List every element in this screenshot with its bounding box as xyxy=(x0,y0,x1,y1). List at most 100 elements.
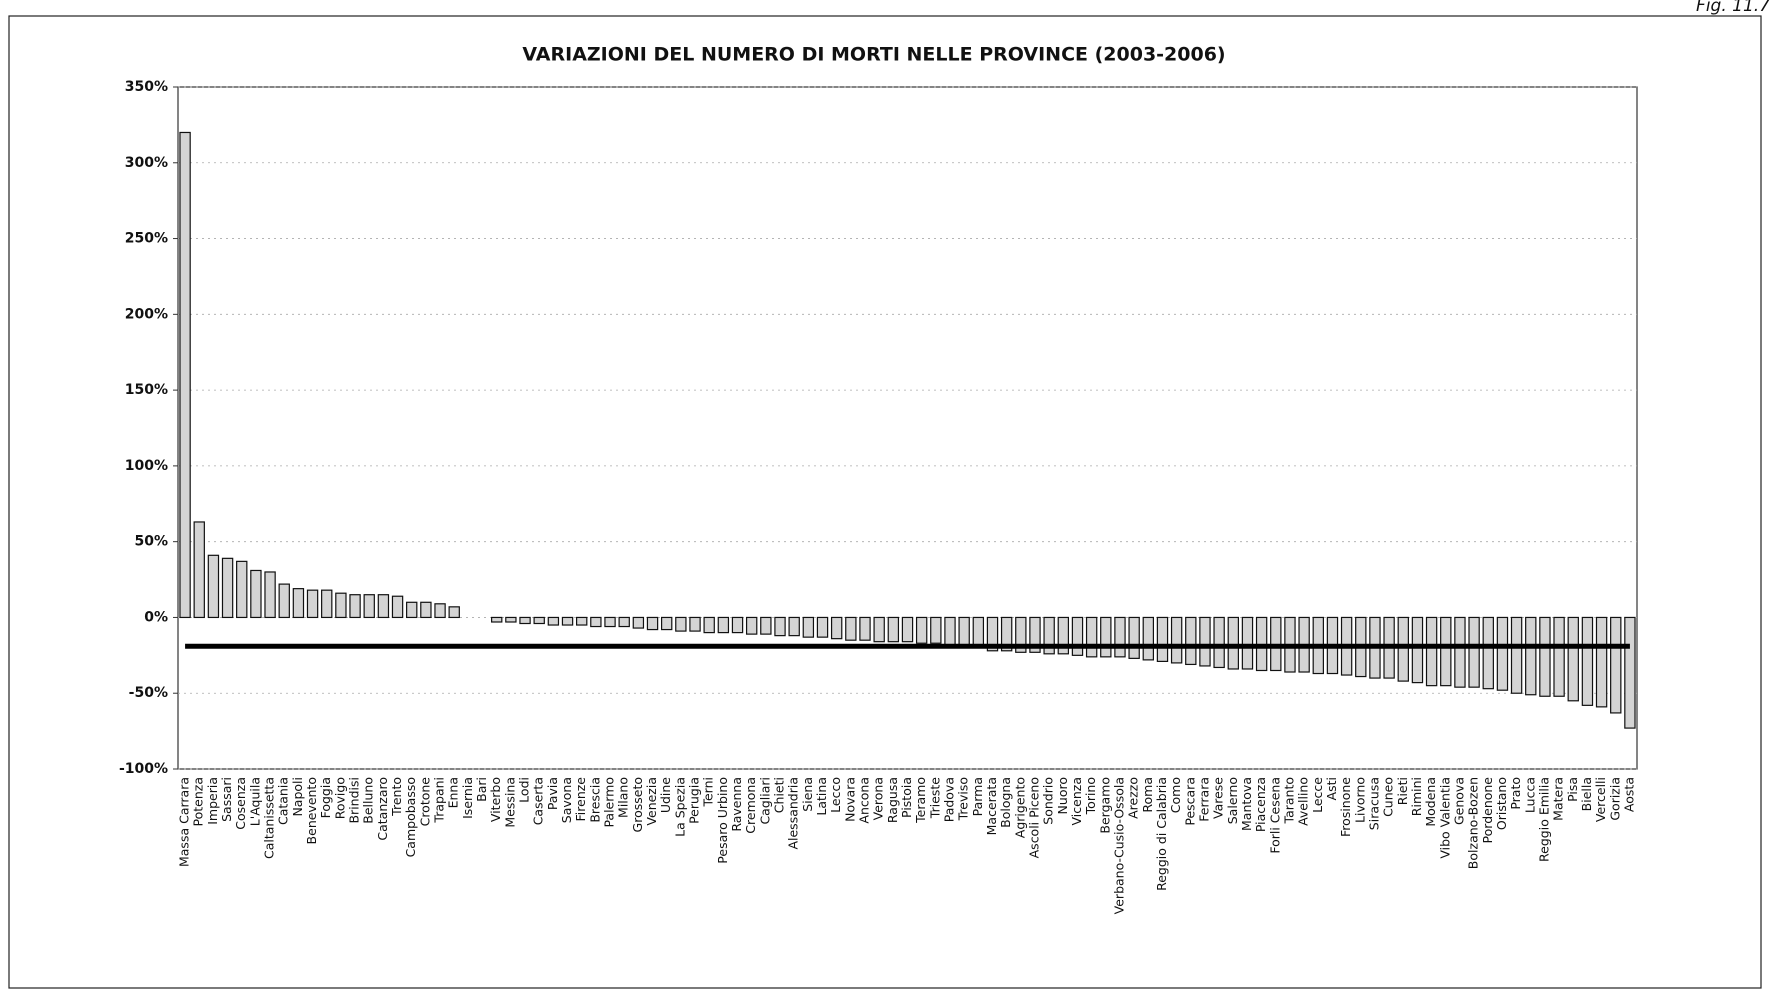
bar xyxy=(745,616,758,635)
x-tick-label: Gorizia xyxy=(1607,777,1622,821)
x-tick-label: Ravenna xyxy=(729,777,744,832)
x-tick-label: Perugia xyxy=(687,777,702,824)
bar xyxy=(1185,616,1197,666)
x-tick-label: Napoli xyxy=(290,777,305,817)
x-tick-label: Matera xyxy=(1551,777,1566,821)
x-tick-label: Reggio di Calabria xyxy=(1154,777,1169,891)
x-tick-label: Ragusa xyxy=(885,777,900,823)
x-tick-label: Cuneo xyxy=(1381,777,1396,817)
bar xyxy=(292,588,305,619)
bar xyxy=(816,616,829,638)
x-tick-label: Grosseto xyxy=(630,777,645,832)
y-tick-label: -100% xyxy=(119,761,168,777)
x-tick-label: La Spezia xyxy=(672,777,687,837)
y-tick-label: 100% xyxy=(125,458,168,474)
x-tick-label: Ancona xyxy=(857,777,872,824)
x-tick-label: Imperia xyxy=(205,777,220,825)
x-tick-label: Treviso xyxy=(956,777,971,821)
x-tick-label: Rovigo xyxy=(332,777,347,819)
bar xyxy=(930,616,942,644)
bar xyxy=(491,616,503,623)
bar xyxy=(703,616,715,634)
bar xyxy=(1015,616,1027,653)
x-tick-label: Isernia xyxy=(460,777,475,819)
y-tick-label: -50% xyxy=(129,685,168,701)
bar xyxy=(830,616,843,640)
y-tick-label: 150% xyxy=(125,382,168,398)
x-tick-label: Reggio Emilia xyxy=(1536,777,1551,862)
bar xyxy=(391,595,404,619)
x-tick-label: Caserta xyxy=(531,777,546,825)
bar xyxy=(1241,616,1254,670)
bar xyxy=(1411,616,1424,684)
x-tick-label: Verbano-Cusio-Ossola xyxy=(1111,777,1126,914)
bar xyxy=(731,616,744,634)
figure-label: Fig. 11.7 xyxy=(1696,0,1770,16)
bar xyxy=(1468,616,1480,688)
bar xyxy=(632,616,645,629)
bar xyxy=(448,606,460,619)
x-tick-label: Siracusa xyxy=(1366,777,1381,830)
x-tick-label: Pordenone xyxy=(1480,777,1495,844)
bar xyxy=(335,592,347,619)
bar xyxy=(1199,616,1211,667)
x-tick-label: Bergamo xyxy=(1097,777,1112,834)
x-tick-label: Trapani xyxy=(432,777,447,824)
x-tick-label: Avellino xyxy=(1296,777,1311,826)
x-tick-label: Potenza xyxy=(191,777,206,826)
x-tick-label: Sondrio xyxy=(1041,777,1056,825)
x-tick-label: Bologna xyxy=(998,777,1013,828)
x-tick-label: Verona xyxy=(871,777,886,820)
y-tick-label: 350% xyxy=(125,79,168,95)
bar xyxy=(1142,616,1155,661)
x-tick-label: Novara xyxy=(842,777,857,822)
x-tick-label: Lecce xyxy=(1310,777,1325,813)
bar xyxy=(1610,616,1622,714)
bar xyxy=(1482,616,1494,690)
x-tick-label: Padova xyxy=(941,777,956,822)
x-tick-label: Lecco xyxy=(828,777,843,813)
chart-title: VARIAZIONI DEL NUMERO DI MORTI NELLE PRO… xyxy=(522,44,1225,66)
chart-frame xyxy=(8,15,1762,989)
bar xyxy=(958,616,970,646)
x-tick-label: Varese xyxy=(1211,777,1226,819)
x-tick-label: Latina xyxy=(814,777,829,816)
bar xyxy=(1000,616,1013,652)
bar xyxy=(1581,616,1594,706)
x-tick-label: Caltanissetta xyxy=(262,777,277,859)
bar xyxy=(519,616,531,625)
x-tick-label: Lodi xyxy=(517,777,532,803)
bar xyxy=(646,616,659,631)
x-tick-label: Milano xyxy=(616,777,631,818)
bar xyxy=(944,616,956,646)
bar xyxy=(1227,616,1239,670)
x-tick-label: Sassari xyxy=(219,777,234,822)
x-tick-label: Trento xyxy=(389,777,404,817)
bar xyxy=(1043,616,1055,655)
bar xyxy=(533,616,545,625)
bar xyxy=(264,571,276,619)
x-tick-label: Arezzo xyxy=(1126,777,1141,819)
x-tick-label: Siena xyxy=(800,777,815,812)
x-tick-label: Asti xyxy=(1324,777,1339,800)
bar xyxy=(590,616,602,628)
x-tick-label: Terni xyxy=(701,777,716,808)
bar xyxy=(1114,616,1126,658)
bar xyxy=(1440,616,1452,687)
bar xyxy=(972,616,985,647)
bar xyxy=(193,521,205,619)
x-tick-label: Prato xyxy=(1508,777,1523,810)
x-tick-label: Campobasso xyxy=(403,777,418,857)
bar xyxy=(250,569,262,619)
bar xyxy=(760,616,772,635)
x-tick-label: Roma xyxy=(1140,777,1155,813)
x-tick-label: Biella xyxy=(1579,777,1594,811)
x-tick-label: Viterbo xyxy=(488,777,503,822)
bar xyxy=(321,589,333,619)
x-tick-label: Brindisi xyxy=(347,777,362,824)
x-tick-label: Genova xyxy=(1451,777,1466,825)
bar xyxy=(887,616,900,643)
x-tick-label: Chieti xyxy=(772,777,787,813)
bar xyxy=(236,560,248,619)
